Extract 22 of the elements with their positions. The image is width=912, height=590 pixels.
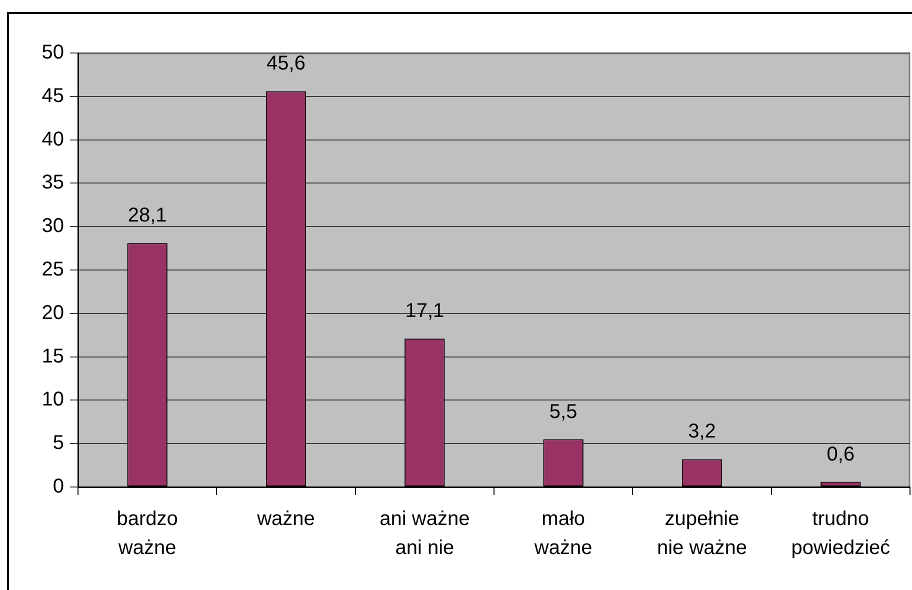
y-tick-label: 35	[42, 172, 64, 194]
x-tick-label: mało ważne	[533, 508, 592, 560]
y-tick-label: 45	[42, 84, 64, 107]
x-tick-label: bardzo ważne	[116, 508, 178, 560]
x-tick-label: trudno powiedzieć	[791, 508, 890, 560]
y-tick-label: 30	[42, 215, 64, 238]
y-tick-label: 10	[42, 388, 64, 411]
data-label: 28,1	[128, 204, 167, 227]
y-tick-label: 50	[42, 42, 64, 64]
y-tick-label: 5	[52, 432, 64, 454]
x-tick-label: ani ważne ani nie	[380, 508, 470, 560]
data-label: 3,2	[688, 420, 716, 443]
y-tick-label: 40	[42, 128, 64, 150]
data-label: 5,5	[549, 400, 578, 423]
x-tick-label: zupełnie nie ważne	[656, 508, 748, 560]
data-label: 0,6	[826, 443, 855, 466]
x-tick-label: ważne	[256, 508, 315, 530]
y-tick-label: 20	[42, 302, 64, 324]
y-tick-label: 0	[52, 476, 64, 498]
data-label: 45,6	[266, 52, 306, 75]
y-tick-label: 25	[42, 258, 64, 281]
y-tick-label: 15	[42, 345, 64, 368]
